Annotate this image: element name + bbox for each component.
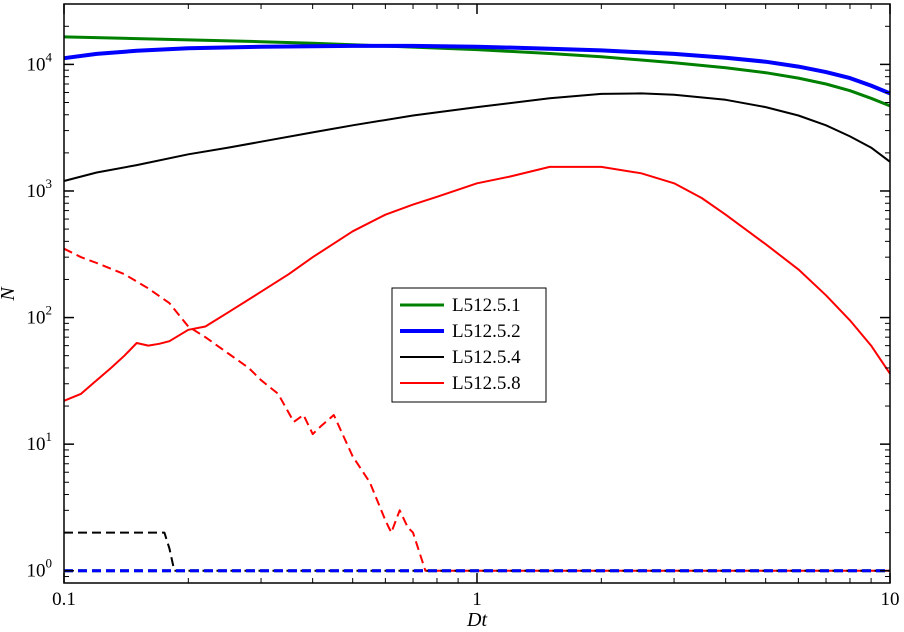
legend-label: L512.5.1: [452, 295, 521, 316]
y-tick-label: 101: [27, 429, 53, 455]
y-axis-label: N: [0, 286, 19, 302]
x-tick-label: 0.1: [52, 589, 76, 610]
y-tick-label: 100: [27, 556, 53, 582]
series-line-L512-5-2: [63, 43, 891, 96]
series-line-L512-5-1: [63, 35, 891, 108]
legend: L512.5.1 L512.5.2 L512.5.4 L512.5.8: [391, 287, 547, 403]
series-line-L512-5-4: [63, 92, 891, 182]
y-tick-label: 102: [27, 303, 53, 329]
series-line-dashed-5: [64, 531, 890, 572]
legend-label: L512.5.8: [452, 373, 521, 394]
legend-label: L512.5.2: [452, 321, 521, 342]
x-tick-label: 10: [881, 589, 900, 610]
series-line-L512-5-8: [63, 165, 891, 402]
y-tick-label: 104: [27, 49, 53, 75]
tick-layer: 0.1 1 10 100 101 102 103 104: [27, 4, 900, 610]
legend-label: L512.5.4: [452, 347, 521, 368]
x-axis-label: Dt: [466, 609, 487, 631]
y-tick-label: 103: [27, 176, 53, 202]
series-layer: [63, 35, 891, 573]
x-tick-label: 1: [472, 589, 482, 610]
